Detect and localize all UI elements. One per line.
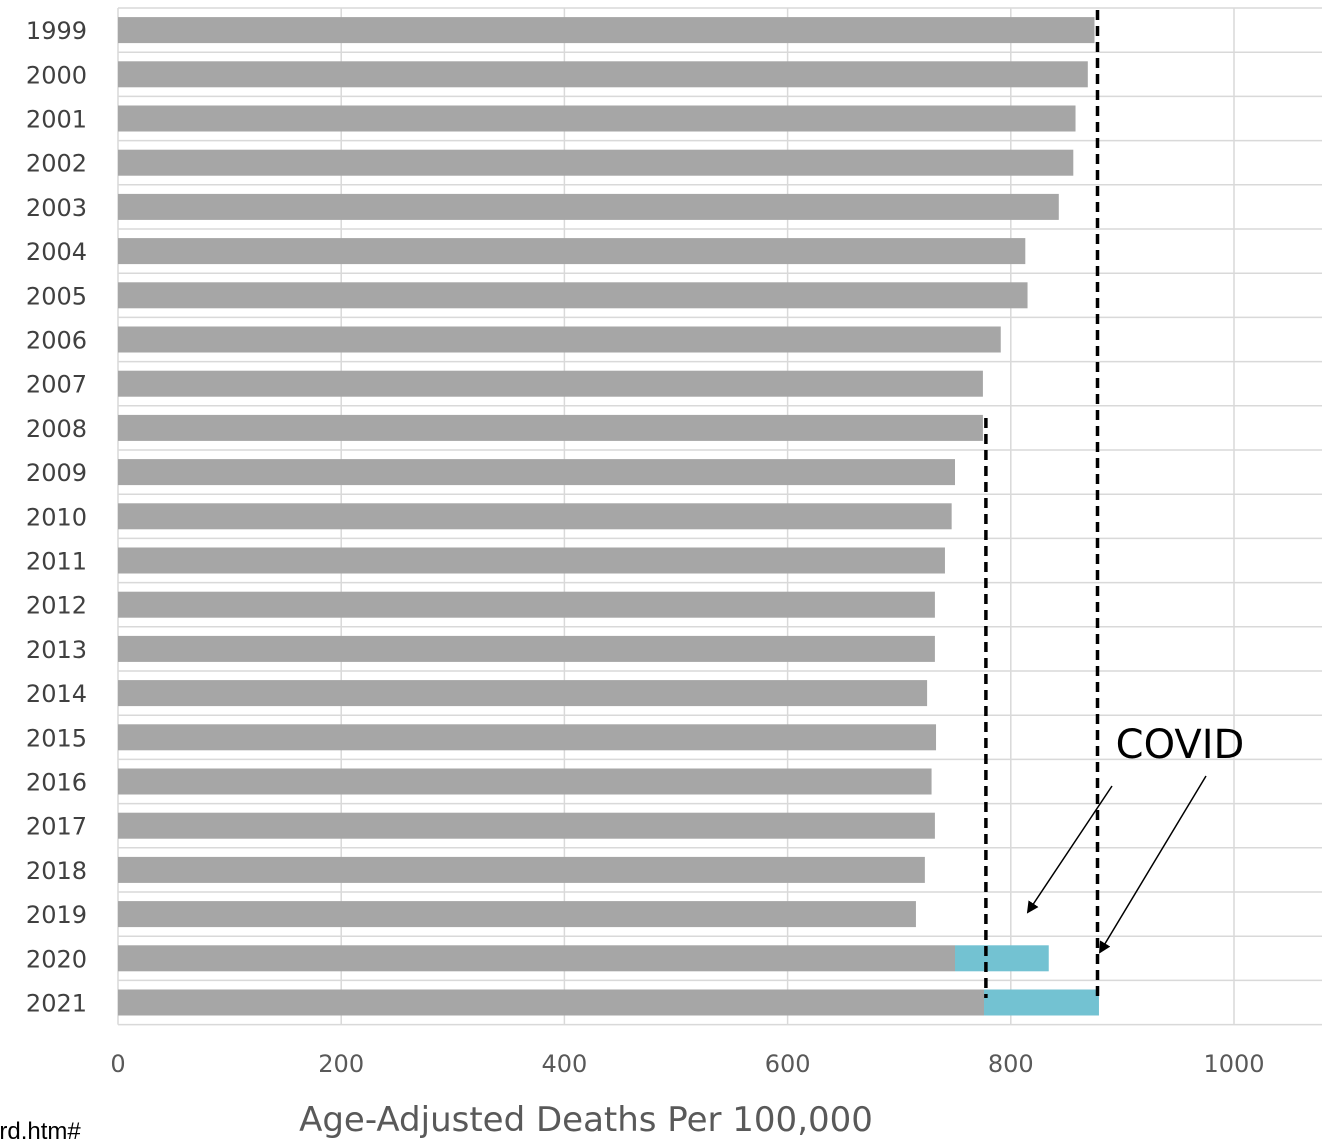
y-tick-label: 2010: [26, 503, 87, 531]
bar-baseline-2020: [118, 945, 955, 972]
y-tick-label: 2002: [26, 150, 87, 178]
annotation-arrow-2020: [1026, 785, 1113, 914]
x-tick-label: 1000: [1203, 1050, 1264, 1078]
bar-baseline-2000: [118, 61, 1088, 88]
source-footnote: ard.htm#: [0, 1118, 81, 1145]
bar-baseline-2001: [118, 105, 1076, 132]
covid-annotation-label: COVID: [1116, 722, 1245, 768]
y-tick-label: 2016: [26, 769, 87, 797]
bar-baseline-2015: [118, 724, 937, 751]
bar-baseline-2003: [118, 193, 1059, 220]
y-tick-label: 2011: [26, 548, 87, 576]
y-tick-label: 1999: [26, 17, 87, 45]
bar-baseline-2018: [118, 856, 925, 883]
bar-baseline-2021: [118, 989, 985, 1016]
y-tick-label: 2017: [26, 813, 87, 841]
bar-baseline-1999: [118, 17, 1095, 44]
y-tick-label: 2001: [26, 106, 87, 134]
y-tick-label: 2013: [26, 636, 87, 664]
bar-baseline-2004: [118, 238, 1026, 265]
x-tick-label: 800: [988, 1050, 1034, 1078]
y-tick-label: 2005: [26, 282, 87, 310]
y-tick-label: 2019: [26, 901, 87, 929]
y-tick-label: 2008: [26, 415, 87, 443]
bar-baseline-2007: [118, 370, 983, 397]
bar-covid-excess-2021: [984, 989, 1099, 1016]
bar-baseline-2002: [118, 149, 1074, 176]
y-tick-label: 2014: [26, 680, 87, 708]
bar-baseline-2008: [118, 414, 983, 441]
bar-baseline-2019: [118, 901, 916, 928]
bar-baseline-2011: [118, 547, 945, 574]
bar-covid-excess-2020: [955, 945, 1049, 972]
x-tick-label: 200: [318, 1050, 364, 1078]
bar-baseline-2005: [118, 282, 1028, 309]
x-tick-label: 0: [110, 1050, 125, 1078]
y-tick-label: 2012: [26, 592, 87, 620]
y-tick-label: 2004: [26, 238, 87, 266]
bar-baseline-2013: [118, 635, 935, 662]
y-tick-label: 2006: [26, 327, 87, 355]
bar-baseline-2006: [118, 326, 1001, 353]
x-axis-title: Age-Adjusted Deaths Per 100,000: [299, 1100, 873, 1139]
y-tick-label: 2003: [26, 194, 87, 222]
y-tick-label: 2009: [26, 459, 87, 487]
y-tick-label: 2007: [26, 371, 87, 399]
x-tick-label: 400: [541, 1050, 587, 1078]
annotation-arrow-2021: [1098, 775, 1207, 954]
y-tick-label: 2020: [26, 945, 87, 973]
y-tick-label: 2000: [26, 61, 87, 89]
bar-baseline-2009: [118, 459, 955, 486]
x-tick-label: 600: [765, 1050, 811, 1078]
bar-baseline-2010: [118, 503, 952, 530]
y-tick-label: 2021: [26, 990, 87, 1018]
bar-baseline-2014: [118, 680, 928, 707]
y-tick-label: 2015: [26, 724, 87, 752]
y-tick-label: 2018: [26, 857, 87, 885]
bar-baseline-2017: [118, 812, 935, 839]
bar-baseline-2012: [118, 591, 935, 618]
bar-baseline-2016: [118, 768, 932, 795]
